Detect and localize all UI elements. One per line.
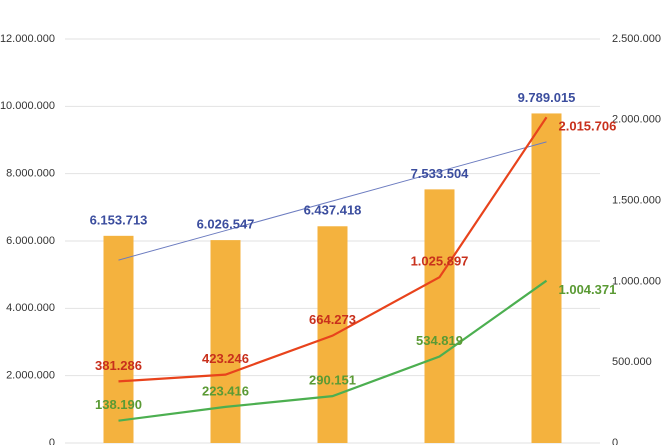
y-tick-label: 2.000.000 xyxy=(6,370,55,382)
y-tick-label: 4.000.000 xyxy=(6,302,55,314)
bar xyxy=(424,189,455,443)
line xyxy=(118,116,548,383)
value-label: 6.437.418 xyxy=(304,203,362,218)
value-label: 1.025.897 xyxy=(411,254,469,269)
value-label: 1.004.371 xyxy=(559,282,617,297)
bar xyxy=(103,235,134,443)
y-tick-label: 8.000.000 xyxy=(6,168,55,180)
y2-tick-label: 1.500.000 xyxy=(612,195,661,207)
value-label: 290.151 xyxy=(309,373,356,388)
trendline xyxy=(118,141,547,261)
value-label: 381.286 xyxy=(95,358,142,373)
value-label: 664.273 xyxy=(309,312,356,327)
y2-tick-label: 500.000 xyxy=(612,356,652,368)
bar xyxy=(210,240,241,443)
bar xyxy=(531,113,562,443)
value-label: 2.015.706 xyxy=(559,119,617,134)
y-tick-label: 0 xyxy=(49,437,55,445)
value-label: 6.026.547 xyxy=(197,217,255,232)
y-tick-label: 6.000.000 xyxy=(6,235,55,247)
y2-tick-label: 2.500.000 xyxy=(612,33,661,45)
line xyxy=(118,279,548,422)
value-label: 7.533.504 xyxy=(411,166,470,181)
value-label: 423.246 xyxy=(202,351,249,366)
value-label: 9.789.015 xyxy=(518,90,576,105)
value-label: 138.190 xyxy=(95,397,142,412)
y-tick-label: 10.000.000 xyxy=(0,100,55,112)
value-label: 534.819 xyxy=(416,333,463,348)
value-label: 6.153.713 xyxy=(90,212,148,227)
y2-tick-label: 0 xyxy=(612,437,618,445)
y2-tick-label: 1.000.000 xyxy=(612,275,661,287)
value-label: 223.416 xyxy=(202,383,249,398)
y2-tick-label: 2.000.000 xyxy=(612,114,661,126)
y-tick-label: 12.000.000 xyxy=(0,33,55,45)
